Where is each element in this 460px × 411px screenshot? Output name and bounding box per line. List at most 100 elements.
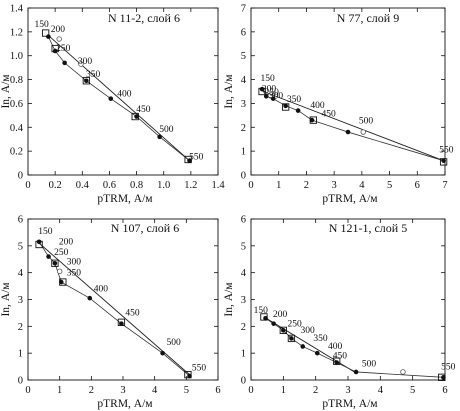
plot-frame <box>27 218 219 381</box>
data-point <box>441 158 446 163</box>
chart-title: N 11-2, слой 6 <box>108 11 180 25</box>
chart-title: N 107, слой 6 <box>111 221 179 235</box>
y-tick-label: 3 <box>241 295 246 306</box>
y-tick-label: 5 <box>241 241 246 252</box>
data-point <box>259 86 265 92</box>
data-point <box>300 344 306 349</box>
y-tick-label: 1.4 <box>10 4 24 15</box>
temperature-label: 500 <box>159 125 174 135</box>
x-tick-label: 6 <box>215 385 220 396</box>
data-point <box>289 336 294 341</box>
chart-title: N 121-1, слой 5 <box>329 221 407 235</box>
x-tick-label: 0 <box>248 385 253 396</box>
temperature-label: 200 <box>262 85 277 95</box>
chart-panel-n-107: N 107, слой 6 pTRM, А/м In, А/м 0 1 2 3 4 5 6 0… <box>0 215 221 411</box>
y-tick-label: 0.2 <box>10 147 23 158</box>
temperature-label: 300 <box>269 92 284 102</box>
x-tick-label: 5 <box>184 385 189 396</box>
data-point <box>353 369 359 375</box>
temperature-label: 550 <box>192 364 207 374</box>
y-tick-label: 1.2 <box>10 27 23 38</box>
x-tick-label: 1.4 <box>211 180 225 191</box>
y-tick-label: 6 <box>241 27 246 38</box>
temperature-label: 350 <box>313 334 328 344</box>
temperature-label: 250 <box>56 44 71 54</box>
x-tick-label: 3 <box>345 385 350 396</box>
data-point <box>119 321 124 326</box>
x-tick-label: 6 <box>415 180 420 191</box>
x-tick-label: 5 <box>410 385 415 396</box>
x-tick-label: 4 <box>152 385 158 396</box>
y-tick-label: 1.0 <box>10 51 23 62</box>
temperature-label: 400 <box>117 89 132 99</box>
temperature-label: 350 <box>86 70 101 80</box>
temperature-label: 500 <box>359 117 374 127</box>
temperature-label: 250 <box>265 88 280 98</box>
x-tick-label: 1 <box>57 385 62 396</box>
y-tick-label: 1 <box>18 349 23 360</box>
temperature-label: 300 <box>78 57 93 67</box>
data-path <box>47 36 190 161</box>
y-tick-label: 3 <box>18 295 23 306</box>
x-tick-label: 3 <box>332 180 337 191</box>
x-tick-label: 2 <box>89 385 94 396</box>
y-tick-label: 0.6 <box>10 99 23 110</box>
data-point <box>187 373 192 379</box>
x-tick-label: 4 <box>378 385 384 396</box>
x-tick-label: 0 <box>248 180 253 191</box>
data-point <box>108 96 114 101</box>
temperature-label: 450 <box>321 110 336 120</box>
y-tick-label: 0 <box>18 171 23 182</box>
temperature-label: 250 <box>288 319 303 329</box>
y-tick-label: 3 <box>241 99 246 110</box>
x-axis-label: pTRM, А/м <box>322 398 378 410</box>
data-point <box>36 239 42 245</box>
temperature-label: 250 <box>54 248 69 258</box>
y-tick-label: 5 <box>241 51 246 62</box>
x-tick-label: 2 <box>313 385 318 396</box>
y-tick-label: 0.4 <box>10 123 24 134</box>
y-tick-label: 0 <box>241 171 246 182</box>
data-point <box>46 254 51 259</box>
y-tick-label: 1 <box>241 349 246 360</box>
temperature-label: 500 <box>362 360 377 370</box>
temperature-label: 150 <box>38 227 53 237</box>
data-point <box>46 34 51 39</box>
temperature-label: 450 <box>125 309 140 319</box>
data-point <box>134 114 139 119</box>
temperature-label: 400 <box>328 342 343 352</box>
y-tick-label: 2 <box>241 123 246 134</box>
x-tick-label: 2 <box>304 180 309 191</box>
temperature-label: 350 <box>287 95 302 105</box>
temperature-label: 300 <box>67 258 82 268</box>
x-tick-label: 1.2 <box>184 180 197 191</box>
data-point <box>281 328 286 333</box>
fit-line <box>38 242 192 377</box>
data-point <box>309 117 315 123</box>
data-point <box>441 375 446 380</box>
data-point <box>187 158 192 163</box>
data-point <box>295 108 301 113</box>
y-tick-label: 0 <box>18 376 23 387</box>
fit-line <box>263 91 444 162</box>
y-tick-label: 7 <box>241 4 246 15</box>
y-tick-label: 4 <box>18 268 24 279</box>
temperature-label: 300 <box>300 326 315 336</box>
chart-panel-n-77: N 77, слой 9 pTRM, А/м In, А/м 0 1 2 3 4 5 6 7 0… <box>223 4 454 206</box>
temperature-label: 200 <box>273 310 288 320</box>
data-point <box>271 321 276 326</box>
x-tick-label: 4 <box>359 180 365 191</box>
x-tick-label: 0.8 <box>130 180 143 191</box>
temperature-label: 200 <box>59 237 74 247</box>
data-point <box>157 134 162 140</box>
data-point <box>62 60 67 66</box>
x-tick-label: 6 <box>442 385 447 396</box>
data-point <box>58 279 64 285</box>
temperature-label: 450 <box>333 352 348 362</box>
temperature-label: 200 <box>51 25 66 35</box>
checkpoint-marker <box>51 259 59 267</box>
temperature-label: 550 <box>189 152 204 162</box>
x-tick-label: 0.6 <box>103 180 116 191</box>
data-point <box>334 360 339 365</box>
